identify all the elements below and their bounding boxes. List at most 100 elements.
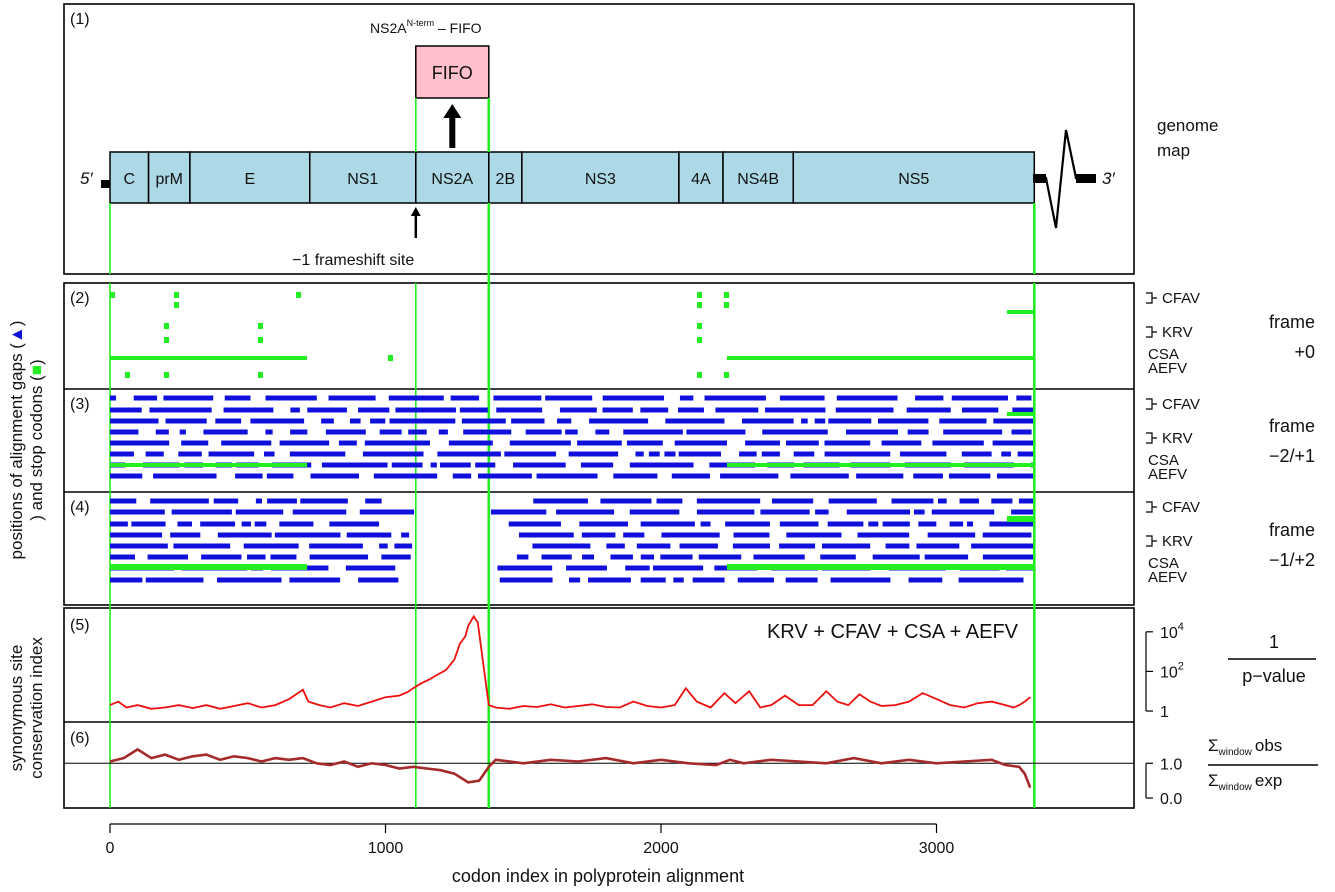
stop-codon-run bbox=[589, 418, 649, 424]
right-axis: 1 102 104 0.0 1.0 bbox=[1145, 621, 1184, 808]
stop-codon-run bbox=[660, 554, 693, 560]
stop-codon-run bbox=[247, 554, 266, 560]
frame-label-value: +0 bbox=[1294, 342, 1315, 362]
stop-codon-run bbox=[452, 473, 472, 479]
gap-marker bbox=[724, 292, 729, 298]
conservation-axis-label: synonymous site bbox=[7, 645, 26, 772]
stop-codon-run bbox=[215, 418, 242, 424]
x-tick-label: 1000 bbox=[368, 840, 404, 857]
stop-codon-run bbox=[577, 440, 622, 446]
stop-codon-run bbox=[629, 462, 694, 468]
stop-codon-run bbox=[274, 532, 341, 538]
stop-codon-run bbox=[497, 565, 553, 571]
stop-codon-run bbox=[674, 440, 727, 446]
stop-codon-run bbox=[511, 418, 545, 424]
stop-codon-run bbox=[704, 395, 766, 401]
gene-box-ns1 bbox=[308, 151, 417, 204]
stop-codon-run bbox=[814, 418, 826, 424]
stop-codon-run bbox=[516, 554, 529, 560]
stop-codon-run bbox=[346, 532, 392, 538]
stop-codon-run bbox=[541, 554, 572, 560]
stop-codon-run bbox=[830, 577, 891, 583]
panel-label-3: (3) bbox=[70, 396, 90, 413]
stop-codon-run bbox=[625, 565, 650, 571]
fifo-arrow-head bbox=[443, 104, 462, 118]
three-prime-label: 3′ bbox=[1102, 169, 1115, 188]
stop-codon-run bbox=[581, 532, 616, 538]
x-tick-label: 2000 bbox=[643, 840, 679, 857]
stop-codon-run bbox=[379, 543, 388, 549]
exp-label: Σwindow exp bbox=[1208, 771, 1282, 793]
stop-codon-run bbox=[504, 451, 557, 457]
frame-label: frame bbox=[1269, 520, 1315, 540]
stop-codon-run bbox=[381, 554, 411, 560]
ratio-denominator: p−value bbox=[1242, 666, 1306, 686]
x-axis-label: codon index in polyprotein alignment bbox=[452, 866, 744, 886]
stop-codon-run bbox=[110, 407, 142, 413]
stop-codon-run bbox=[241, 521, 251, 527]
gap-marker bbox=[125, 372, 130, 378]
stop-codon-run bbox=[765, 407, 826, 413]
right-tick-label: 102 bbox=[1160, 660, 1184, 681]
stop-codon-run bbox=[309, 554, 369, 560]
gene-label-ns2a: NS2A bbox=[431, 171, 473, 188]
stop-codon-run bbox=[582, 554, 595, 560]
stop-codon-run bbox=[868, 521, 879, 527]
stop-codon-run bbox=[163, 395, 214, 401]
five-prime-utr bbox=[101, 180, 110, 188]
stop-codon-run bbox=[110, 577, 143, 583]
stop-codon-run bbox=[110, 418, 159, 424]
gap-marker bbox=[697, 323, 702, 329]
stop-codon-run bbox=[463, 429, 512, 435]
stop-codon-run bbox=[939, 418, 987, 424]
stop-codon-run bbox=[762, 429, 828, 435]
species-label-aefv: AEFV bbox=[1148, 360, 1187, 377]
stop-codon-run bbox=[171, 509, 232, 515]
gap-segment bbox=[1007, 412, 1033, 416]
stop-codon-run bbox=[490, 509, 547, 515]
stop-codon-run bbox=[997, 473, 1033, 479]
gap-marker bbox=[164, 337, 169, 343]
stop-codon-run bbox=[329, 521, 380, 527]
gap-marker bbox=[724, 302, 729, 308]
species-bracket bbox=[1146, 535, 1157, 547]
frame-label: frame bbox=[1269, 416, 1315, 436]
right-tick-label: 1 bbox=[1160, 704, 1169, 721]
gene-label-ns3: NS3 bbox=[585, 171, 616, 188]
gene-label-ns1: NS1 bbox=[347, 171, 378, 188]
stop-codon-run bbox=[916, 543, 960, 549]
gap-segment bbox=[727, 463, 1033, 467]
stop-codon-run bbox=[613, 473, 658, 479]
stop-codon-run bbox=[292, 509, 347, 515]
stop-codon-run bbox=[653, 565, 704, 571]
stop-codon-run bbox=[962, 407, 999, 413]
stop-codon-run bbox=[508, 521, 561, 527]
stop-codon-run bbox=[595, 429, 610, 435]
gap-segment bbox=[727, 564, 1033, 570]
stop-codon-run bbox=[737, 577, 774, 583]
stop-codon-run bbox=[661, 532, 720, 538]
stop-codon-run bbox=[235, 473, 263, 479]
species-label-csa: CSA bbox=[1148, 555, 1179, 572]
stop-codon-run bbox=[872, 554, 920, 560]
stop-codon-run bbox=[779, 521, 819, 527]
stop-codon-run bbox=[907, 429, 929, 435]
panels-5-6-frame bbox=[63, 607, 1135, 809]
stop-codon-run bbox=[958, 577, 1024, 583]
gap-marker bbox=[388, 355, 393, 361]
gap-segment bbox=[1007, 310, 1033, 314]
stop-codon-run bbox=[389, 418, 456, 424]
stop-codon-run bbox=[700, 521, 711, 527]
stop-codon-run bbox=[827, 521, 864, 527]
five-prime-label: 5′ bbox=[80, 169, 93, 188]
stop-codon-run bbox=[1018, 498, 1033, 504]
stop-codon-run bbox=[290, 407, 300, 413]
stop-codon-run bbox=[801, 418, 808, 424]
stop-codon-run bbox=[110, 440, 170, 446]
stop-codon-run bbox=[982, 532, 1032, 538]
three-prime-utr-block-end bbox=[1076, 174, 1096, 183]
stop-codon-run bbox=[394, 543, 413, 549]
stop-codon-run bbox=[362, 451, 424, 457]
gap-marker bbox=[697, 337, 702, 343]
stop-codon-run bbox=[602, 395, 665, 401]
